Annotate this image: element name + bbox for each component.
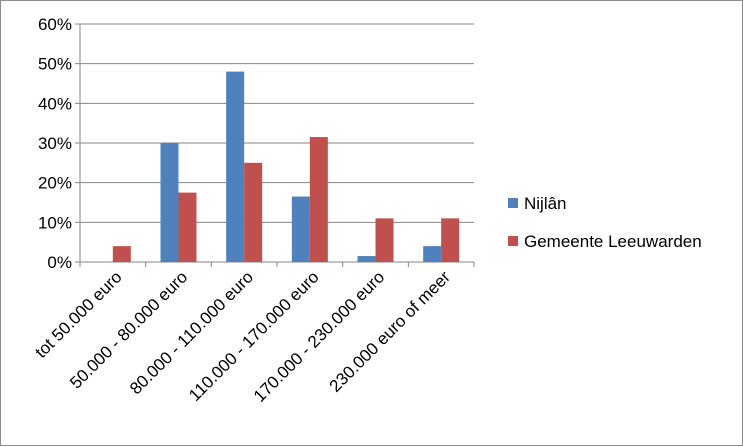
legend-label: Gemeente Leeuwarden bbox=[524, 232, 702, 251]
y-tick-label: 10% bbox=[38, 213, 72, 232]
bar-gemeente-leeuwarden bbox=[375, 218, 394, 262]
x-category-label: 50.000 - 80.000 euro bbox=[66, 267, 191, 392]
legend-swatch bbox=[508, 198, 518, 208]
x-category-label: 80.000 - 110.000 euro bbox=[126, 267, 257, 398]
bar-nijl-n bbox=[160, 143, 179, 262]
bar-gemeente-leeuwarden bbox=[178, 192, 197, 262]
legend-swatch bbox=[508, 236, 518, 246]
bar-nijl-n bbox=[423, 246, 442, 262]
x-category-label: 230.000 euro of meer bbox=[326, 267, 455, 396]
y-tick-label: 50% bbox=[38, 55, 72, 74]
bar-gemeente-leeuwarden bbox=[244, 162, 263, 262]
legend-label: Nijlân bbox=[524, 194, 567, 213]
bar-nijl-n bbox=[226, 71, 245, 262]
bar-gemeente-leeuwarden bbox=[309, 137, 328, 262]
y-tick-label: 20% bbox=[38, 174, 72, 193]
x-category-label: 110.000 - 170.000 euro bbox=[185, 267, 323, 405]
bar-nijl-n bbox=[291, 196, 310, 262]
y-tick-label: 40% bbox=[38, 94, 72, 113]
x-category-label: 170.000 - 230.000 euro bbox=[250, 267, 388, 405]
bar-gemeente-leeuwarden bbox=[112, 246, 131, 262]
y-tick-label: 60% bbox=[38, 15, 72, 34]
y-tick-label: 30% bbox=[38, 134, 72, 153]
y-tick-label: 0% bbox=[47, 253, 72, 272]
bar-nijl-n bbox=[357, 256, 376, 262]
bar-gemeente-leeuwarden bbox=[441, 218, 460, 262]
